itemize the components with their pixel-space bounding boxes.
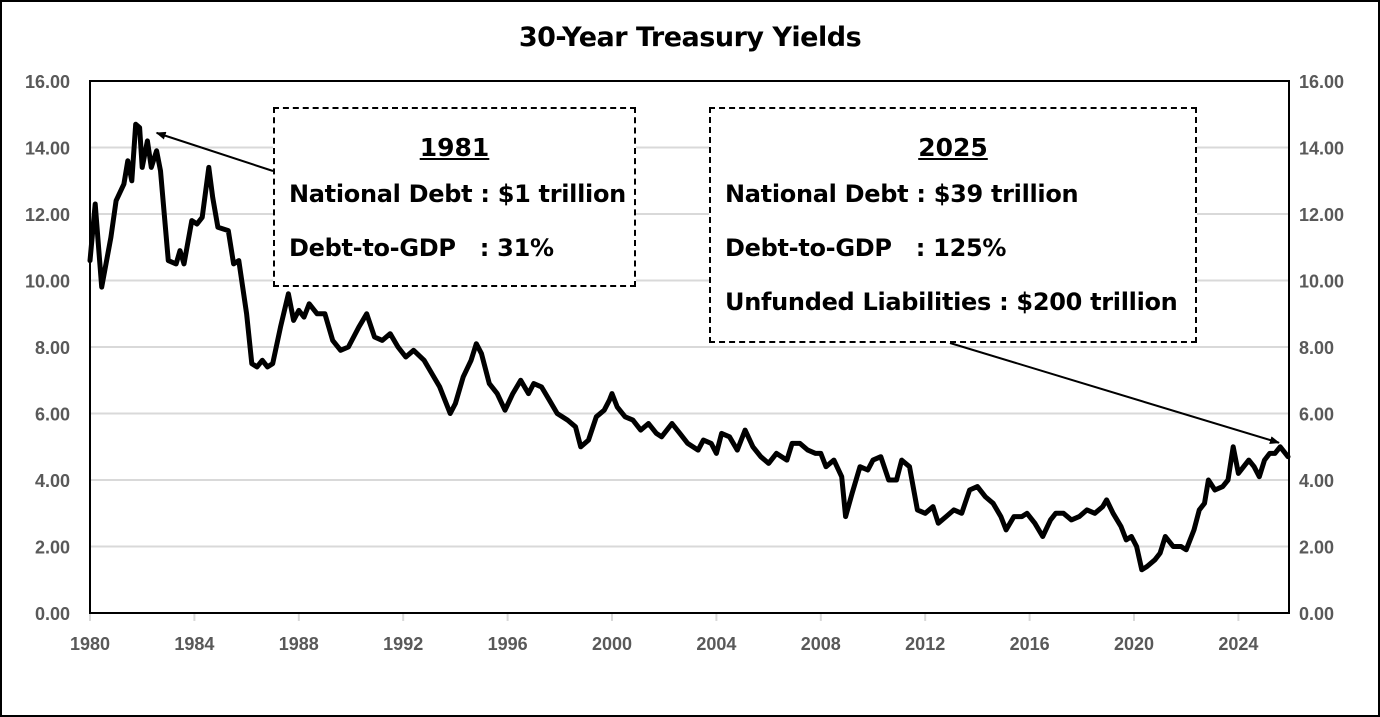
tick-labels: 0.00 0.00 2.00 2.00 4.00 4.00 6.00 6.00 8.00 8.00… xyxy=(25,72,1344,654)
y-tick-label-left: 8.00 xyxy=(35,338,70,358)
y-tick-label-right: 10.00 xyxy=(1299,272,1344,292)
x-tick-label: 2004 xyxy=(696,634,736,654)
annotation-year: 1981 xyxy=(419,133,490,162)
annotation-box-1981: 1981 National Debt : $1 trillion Debt-to… xyxy=(273,107,636,287)
plot-area-border xyxy=(89,80,1290,614)
y-tick-label-right: 8.00 xyxy=(1299,338,1334,358)
annotation-line: Debt-to-GDP : 31% xyxy=(289,234,554,262)
x-tick-label: 1988 xyxy=(279,634,319,654)
annotation-line: Debt-to-GDP : 125% xyxy=(725,234,1007,262)
x-tick-label: 2012 xyxy=(905,634,945,654)
annotation-line: National Debt : $39 trillion xyxy=(725,180,1079,208)
annotation-year: 2025 xyxy=(918,133,988,162)
annotation-line: Unfunded Liabilities : $200 trillion xyxy=(725,288,1178,316)
y-tick-label-left: 16.00 xyxy=(25,72,70,92)
y-tick-label-left: 14.00 xyxy=(25,139,70,159)
x-tick-label: 1984 xyxy=(174,634,214,654)
x-tick-label: 1980 xyxy=(70,634,110,654)
annotation-box-2025: 2025 National Debt : $39 trillion Debt-t… xyxy=(709,107,1197,343)
y-tick-label-right: 16.00 xyxy=(1299,72,1344,92)
x-tick-label: 2008 xyxy=(801,634,841,654)
y-tick-label-left: 4.00 xyxy=(35,471,70,491)
series-layer xyxy=(87,121,1291,573)
annotation-arrows xyxy=(155,131,1280,444)
x-tick-label: 2016 xyxy=(1010,634,1050,654)
x-tick-label: 1992 xyxy=(383,634,423,654)
y-tick-label-left: 6.00 xyxy=(35,405,70,425)
y-tick-label-left: 0.00 xyxy=(35,604,70,624)
x-tick-label: 2024 xyxy=(1218,634,1258,654)
y-tick-label-left: 10.00 xyxy=(25,272,70,292)
annotation-line: National Debt : $1 trillion xyxy=(289,180,626,208)
y-tick-label-right: 4.00 xyxy=(1299,471,1334,491)
axes xyxy=(89,80,1290,621)
x-tick-label: 1996 xyxy=(488,634,528,654)
y-tick-label-right: 14.00 xyxy=(1299,139,1344,159)
y-tick-label-right: 2.00 xyxy=(1299,538,1334,558)
series-line-30yr-yield xyxy=(87,121,1291,573)
y-tick-label-left: 2.00 xyxy=(35,538,70,558)
y-tick-label-left: 12.00 xyxy=(25,205,70,225)
y-tick-label-right: 6.00 xyxy=(1299,405,1334,425)
y-tick-label-right: 12.00 xyxy=(1299,205,1344,225)
y-tick-label-right: 0.00 xyxy=(1299,604,1334,624)
chart-title: 30-Year Treasury Yields xyxy=(518,22,862,53)
arrow-1981 xyxy=(155,131,274,172)
arrow-2025 xyxy=(949,342,1280,444)
x-tick-label: 2020 xyxy=(1114,634,1154,654)
x-tick-label: 2000 xyxy=(592,634,632,654)
